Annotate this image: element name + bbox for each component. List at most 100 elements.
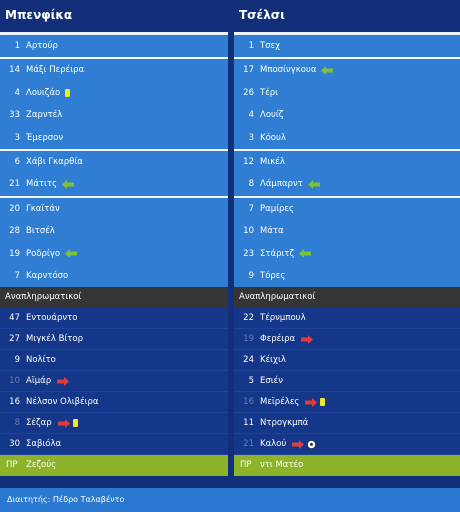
sub-in-arrow-icon [307, 180, 320, 190]
away-bench-player-row: 19 Φερέιρα [234, 329, 460, 351]
away-bench-player-row: 11 Ντρογκμπά [234, 413, 460, 435]
player-name: Ντρογκμπά [260, 417, 309, 428]
away-starters-player-row: 4 Λουίζ [234, 104, 460, 126]
player-name: Νολίτο [26, 354, 56, 365]
player-name: Χάβι Γκαρθία [26, 156, 83, 167]
away-starters-player-row: 17 Μποσίνγκουα [234, 59, 460, 81]
shirt-number: 22 [243, 312, 254, 323]
player-name: Τσεχ [260, 41, 281, 51]
away-bench-player-row: 5 Εσιέν [234, 371, 460, 393]
home-bench-player-row: 16 Νέλσον Ολιβέιρα [0, 392, 228, 414]
home-starters-player-row: 20 Γκαϊτάν [0, 198, 228, 220]
shirt-number: 3 [248, 132, 254, 143]
home-coach-row: ΠΡ Ζεζούς [0, 455, 228, 477]
player-event-icons [56, 376, 70, 386]
shirt-number: 16 [9, 396, 20, 407]
player-event-icons [300, 334, 314, 344]
player-name: Εσιέν [260, 375, 283, 386]
shirt-number: 19 [243, 333, 254, 344]
player-name: Καλού [260, 438, 287, 449]
shirt-number: 16 [243, 396, 254, 407]
player-name: Μικέλ [260, 156, 285, 167]
formation-line-divider [234, 148, 460, 151]
shirt-number: 12 [243, 156, 254, 167]
away-starters-player-row: 23 Στάριτζ [234, 243, 460, 265]
away-subs-header: Αναπληρωματικοί [234, 287, 460, 309]
player-name: Λουίζ [260, 110, 284, 121]
shirt-number: 3 [14, 132, 20, 143]
away-starters-player-row: 8 Λάμπαρντ [234, 173, 460, 195]
player-name: Γκαϊτάν [26, 203, 60, 214]
sub-out-arrow-icon [301, 334, 314, 344]
shirt-number: 23 [243, 248, 254, 259]
home-starting-lineup: 1 Αρτούρ 14 Μάξι Περέιρα 4 Λουιζάο 33 Ζαρντέλ 3 Έ… [0, 35, 228, 288]
shirt-number: 14 [9, 65, 20, 76]
shirt-number: 27 [9, 333, 20, 344]
yellow-card-icon [72, 419, 78, 428]
shirt-number: 11 [243, 417, 254, 428]
home-starters-player-row: 1 Αρτούρ [0, 35, 228, 57]
away-coach-name: ντι Ματέο [260, 460, 304, 471]
away-starters-player-row: 26 Τέρι [234, 82, 460, 104]
divider [234, 32, 460, 35]
player-name: Στάριτζ [260, 248, 295, 259]
shirt-number: 7 [14, 270, 20, 281]
shirt-number: 24 [243, 354, 254, 365]
shirt-number: 17 [243, 65, 254, 76]
player-event-icons [65, 249, 78, 259]
player-name: Τόρες [260, 270, 286, 281]
shirt-number: 33 [9, 110, 20, 121]
shirt-number: 26 [243, 87, 254, 98]
player-name: Ραμίρες [260, 203, 294, 214]
shirt-number: 20 [9, 203, 20, 214]
player-event-icons [321, 66, 334, 76]
player-name: Μάξι Περέιρα [26, 65, 85, 76]
away-bench-player-row: 16 Μεϊρέλες [234, 392, 460, 414]
player-event-icons [307, 180, 321, 190]
home-subs-header: Αναπληρωματικοί [0, 287, 228, 309]
player-name: Ροδρίγο [26, 248, 61, 259]
shirt-number: 5 [248, 375, 254, 386]
player-name: Τέρι [260, 87, 279, 98]
player-event-icons [291, 439, 317, 449]
sub-in-arrow-icon [299, 249, 312, 259]
away-bench: 22 Τέρνμπουλ 19 Φερέιρα 24 Κέιχιλ 5 Εσιέν 16 Μεϊρ… [234, 308, 460, 456]
player-name: Αϊμάρ [26, 375, 52, 386]
shirt-number: 1 [14, 41, 20, 51]
home-bench-player-row: 10 Αϊμάρ [0, 371, 228, 393]
formation-line-divider [234, 57, 460, 60]
player-name: Βιτσέλ [26, 226, 55, 237]
sub-out-arrow-icon [57, 418, 70, 428]
player-event-icons [299, 249, 312, 259]
shirt-number: 4 [14, 87, 20, 98]
away-bench-player-row: 24 Κέιχιλ [234, 350, 460, 372]
player-event-icons [62, 180, 75, 190]
away-starters-player-row: 7 Ραμίρες [234, 198, 460, 220]
home-starters-player-row: 19 Ροδρίγο [0, 243, 228, 265]
divider [0, 32, 228, 35]
home-coach-name: Ζεζούς [26, 460, 57, 471]
shirt-number: 10 [9, 375, 20, 386]
home-bench-player-row: 8 Σέζαρ [0, 413, 228, 435]
player-name: Σέζαρ [26, 417, 52, 428]
home-starters-player-row: 4 Λουιζάο [0, 82, 228, 104]
shirt-number: 21 [243, 438, 254, 449]
player-name: Ζαρντέλ [26, 110, 63, 121]
player-name: Τέρνμπουλ [260, 312, 306, 323]
shirt-number: 47 [9, 312, 20, 323]
sub-in-arrow-icon [65, 249, 78, 259]
player-name: Καρντόσο [26, 270, 69, 281]
shirt-number: 10 [243, 226, 254, 237]
yellow-card-icon [320, 398, 326, 407]
player-event-icons [57, 418, 78, 428]
referee-info: Διαιτητής: Πέδρο Ταλαβέντο [0, 488, 460, 512]
away-bench-player-row: 22 Τέρνμπουλ [234, 308, 460, 330]
home-bench: 47 Εντουάρντο 27 Μιγκέλ Βίτορ 9 Νολίτο 10 Αϊμάρ… [0, 308, 228, 456]
player-name: Κέιχιλ [260, 354, 286, 365]
away-starters-player-row: 10 Μάτα [234, 220, 460, 242]
player-name: Αρτούρ [26, 41, 58, 51]
home-bench-player-row: 9 Νολίτο [0, 350, 228, 372]
formation-line-divider [0, 57, 228, 60]
shirt-number: 30 [9, 438, 20, 449]
away-starters-player-row: 12 Μικέλ [234, 151, 460, 173]
